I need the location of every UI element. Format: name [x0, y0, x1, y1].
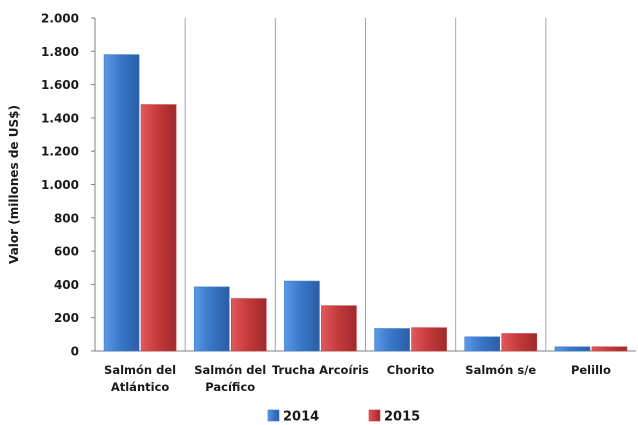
legend-label-2014: 2014 [283, 410, 319, 425]
y-tick-label: 1.400 [41, 111, 79, 125]
category-label: Salmón del Pacífico [194, 363, 266, 394]
bar-2015-2 [321, 305, 357, 352]
y-tick-label: 2.000 [41, 12, 79, 26]
category-label: Trucha Arcoíris [272, 363, 369, 377]
y-tick-labels: 0 200 400 600 800 1.000 1.200 1.400 1.600 1.800 2.… [41, 12, 79, 359]
bar-2015-1 [230, 298, 267, 352]
category-label: Chorito [387, 363, 435, 377]
y-tick-label: 400 [54, 278, 79, 292]
category-label: Salmón s/e [465, 363, 536, 377]
y-tick-label: 0 [71, 345, 79, 359]
bar-2015-3 [411, 327, 447, 352]
y-tick-label: 1.600 [41, 78, 79, 92]
category-label: Salmón del Atlántico [104, 363, 176, 394]
bar-2015-4 [501, 333, 538, 352]
y-tick-label: 600 [54, 245, 79, 259]
x-category-labels: Salmón del Atlántico Salmón del Pacífico Tru… [104, 363, 611, 394]
y-tick-label: 200 [54, 311, 79, 325]
axes [91, 17, 636, 352]
grid-lines [184, 18, 547, 351]
bars [103, 54, 628, 352]
y-axis-label: Valor (millones de US$) [7, 105, 21, 264]
bar-2014-3 [374, 328, 410, 352]
legend-swatch-2015 [368, 409, 381, 422]
bar-2015-5 [591, 346, 628, 352]
bar-2014-4 [464, 336, 501, 352]
legend-label-2015: 2015 [384, 410, 420, 425]
bar-2014-1 [193, 286, 230, 352]
legend-swatch-2014 [267, 409, 280, 422]
y-tick-label: 1.200 [41, 145, 79, 159]
bar-2014-5 [554, 346, 591, 352]
legend: 2014 2015 [267, 409, 420, 425]
category-label: Pelillo [571, 363, 611, 377]
bar-2014-2 [284, 280, 320, 352]
y-tick-label: 800 [54, 211, 79, 225]
y-tick-label: 1.800 [41, 45, 79, 59]
bar-2014-0 [103, 54, 140, 352]
y-tick-label: 1.000 [41, 178, 79, 192]
bar-2015-0 [140, 104, 177, 352]
